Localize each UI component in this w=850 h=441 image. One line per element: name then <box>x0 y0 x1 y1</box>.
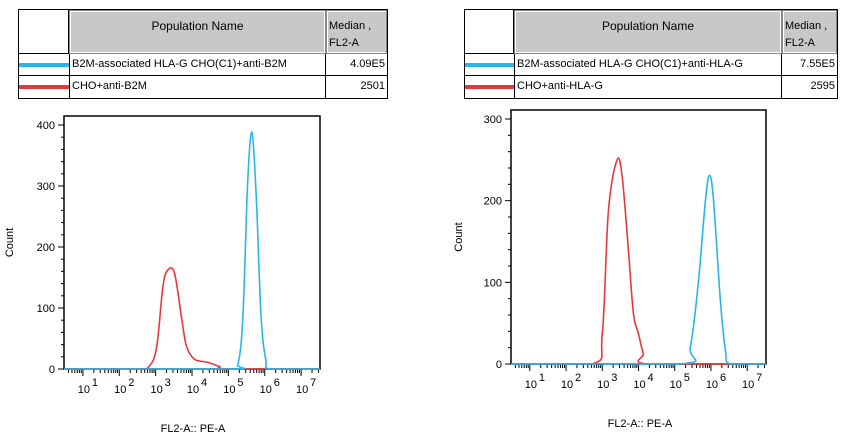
median-value: 2595 <box>810 80 835 92</box>
x-tick-label: 10 <box>706 379 718 391</box>
legend-swatch-red <box>19 76 69 98</box>
population-name: B2M-associated HLA-G CHO(C1)+anti-HLA-G <box>514 54 782 76</box>
y-tick-label: 100 <box>484 277 502 289</box>
y-tick-label: 0 <box>49 364 55 376</box>
x-tick-base: 10 <box>742 379 754 391</box>
x-tick-exponent: 2 <box>128 377 134 389</box>
x-tick-exponent: 2 <box>575 372 581 384</box>
red-histogram-line <box>64 267 320 370</box>
x-tick-exponent: 5 <box>684 372 690 384</box>
population-name-header: Population Name <box>69 10 326 54</box>
x-tick-label: 10 <box>187 384 199 396</box>
median-header-line2: FL2-A <box>785 37 815 49</box>
x-tick-label: 10 <box>561 379 573 391</box>
y-tick-label: 100 <box>37 303 55 315</box>
x-tick-base: 10 <box>525 379 537 391</box>
x-tick-label: 10 <box>114 384 126 396</box>
x-tick-label: 10 <box>525 379 537 391</box>
y-tick-label: 300 <box>37 181 55 193</box>
x-tick-exponent: 7 <box>310 377 316 389</box>
x-tick-base: 10 <box>114 384 126 396</box>
x-tick-exponent: 3 <box>165 377 171 389</box>
x-tick-label: 10 <box>742 379 754 391</box>
blue-histogram-line <box>511 174 767 365</box>
x-tick-exponent: 5 <box>237 377 243 389</box>
red-line-swatch <box>465 85 514 89</box>
median-header: Median , FL2-A <box>326 10 387 54</box>
median-header-line1: Median , <box>785 20 828 32</box>
median-header-line2: FL2-A <box>329 37 359 49</box>
x-axis-label: FL2-A:: PE-A <box>608 418 673 430</box>
x-tick-base: 10 <box>597 379 609 391</box>
median-value: 4.09E5 <box>326 54 387 76</box>
median-value: 2501 <box>360 80 385 92</box>
x-tick-exponent: 1 <box>92 377 98 389</box>
x-tick-base: 10 <box>670 379 682 391</box>
swatch-header-cell <box>19 10 69 54</box>
red-line-swatch <box>19 85 69 89</box>
legend-swatch-blue <box>19 54 69 76</box>
swatch-header-cell <box>465 10 514 54</box>
x-tick-base: 10 <box>633 379 645 391</box>
population-name: B2M-associated HLA-G CHO(C1)+anti-B2M <box>69 54 326 76</box>
median-header-line1: Median , <box>329 20 372 32</box>
x-tick-base: 10 <box>187 384 199 396</box>
legend-swatch-red <box>465 76 514 98</box>
x-tick-exponent: 3 <box>611 372 617 384</box>
histogram-chart-2: 0100200300101102103104105106107CountFL2-… <box>453 109 767 430</box>
y-tick-label: 200 <box>484 196 502 208</box>
x-tick-exponent: 1 <box>539 372 545 384</box>
x-tick-exponent: 7 <box>756 372 762 384</box>
histogram-chart-1: 0100200300400101102103104105106107CountF… <box>4 115 321 435</box>
median-value: 7.55E5 <box>782 54 837 76</box>
x-tick-label: 10 <box>296 384 308 396</box>
x-tick-base: 10 <box>296 384 308 396</box>
x-tick-label: 10 <box>78 384 90 396</box>
plot-frame <box>63 115 321 370</box>
y-tick-label: 300 <box>484 114 502 126</box>
x-tick-label: 10 <box>260 384 272 396</box>
plot-frame <box>510 109 767 365</box>
x-tick-base: 10 <box>151 384 163 396</box>
y-axis-label: Count <box>453 222 465 251</box>
red-histogram-line <box>511 157 767 365</box>
x-tick-exponent: 4 <box>201 377 207 389</box>
legend-table-left: Population Name Median , FL2-A B2M-assoc… <box>18 9 388 99</box>
x-tick-base: 10 <box>260 384 272 396</box>
x-tick-exponent: 6 <box>720 372 726 384</box>
population-name: CHO+anti-HLA-G <box>514 76 782 98</box>
x-axis-label: FL2-A:: PE-A <box>161 423 226 435</box>
x-tick-base: 10 <box>223 384 235 396</box>
x-tick-base: 10 <box>706 379 718 391</box>
x-tick-label: 10 <box>597 379 609 391</box>
x-tick-base: 10 <box>561 379 573 391</box>
population-name: CHO+anti-B2M <box>69 76 326 98</box>
x-tick-exponent: 4 <box>648 372 654 384</box>
x-tick-label: 10 <box>223 384 235 396</box>
legend-swatch-blue <box>465 54 514 76</box>
y-tick-label: 0 <box>496 359 502 371</box>
x-tick-label: 10 <box>670 379 682 391</box>
blue-line-swatch <box>465 62 514 67</box>
y-tick-label: 200 <box>37 242 55 254</box>
blue-line-swatch <box>19 62 69 67</box>
x-tick-base: 10 <box>78 384 90 396</box>
population-name-header: Population Name <box>514 10 782 54</box>
x-tick-label: 10 <box>151 384 163 396</box>
y-tick-label: 400 <box>37 120 55 132</box>
x-tick-label: 10 <box>633 379 645 391</box>
median-header: Median , FL2-A <box>782 10 837 54</box>
legend-table-right: Population Name Median , FL2-A B2M-assoc… <box>464 9 838 99</box>
y-axis-label: Count <box>4 228 16 257</box>
x-tick-exponent: 6 <box>274 377 280 389</box>
blue-histogram-line <box>64 131 320 370</box>
